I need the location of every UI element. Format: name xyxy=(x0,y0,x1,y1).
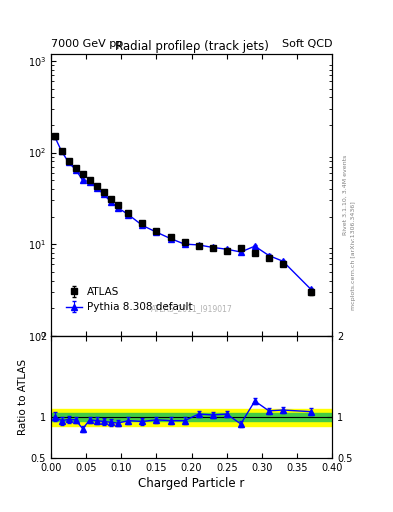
Title: Radial profileρ (track jets): Radial profileρ (track jets) xyxy=(115,39,268,53)
Text: mcplots.cern.ch [arXiv:1306.3436]: mcplots.cern.ch [arXiv:1306.3436] xyxy=(351,202,356,310)
X-axis label: Charged Particle r: Charged Particle r xyxy=(138,477,245,490)
Bar xyxy=(51,413,332,421)
Text: Soft QCD: Soft QCD xyxy=(282,38,332,49)
Text: ATLAS_2011_I919017: ATLAS_2011_I919017 xyxy=(151,304,233,313)
Text: 7000 GeV pp: 7000 GeV pp xyxy=(51,38,123,49)
Y-axis label: Ratio to ATLAS: Ratio to ATLAS xyxy=(18,359,28,435)
Bar xyxy=(51,409,332,425)
Legend: ATLAS, Pythia 8.308 default: ATLAS, Pythia 8.308 default xyxy=(62,283,197,316)
Text: Rivet 3.1.10, 3.4M events: Rivet 3.1.10, 3.4M events xyxy=(343,155,348,234)
